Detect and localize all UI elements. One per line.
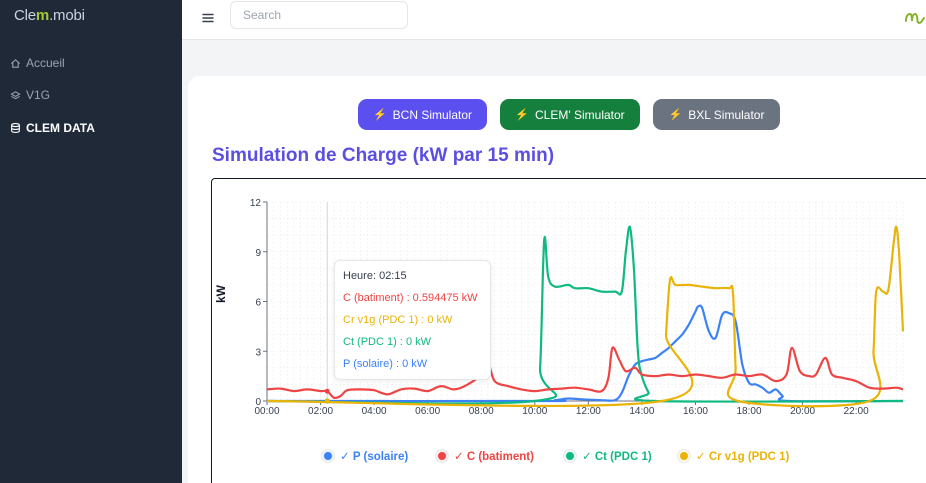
legend-dot [436,450,448,462]
bcn-simulator-button[interactable]: ⚡ BCN Simulator [358,99,487,130]
hover-point-c-batiment [324,388,330,394]
x-tick-label: 16:00 [683,406,708,417]
legend-item-cr-v1g[interactable]: ✓ Cr v1g (PDC 1) [678,447,789,465]
topbar [182,0,926,40]
bolt-icon: ⚡ [668,109,683,121]
sidebar: Clem.mobi Accueil V1G CLEM DATA [0,0,182,483]
legend-dot [564,450,576,462]
brand-suffix: .mobi [49,7,85,24]
legend-dot [322,450,334,462]
y-tick-label: 6 [255,298,261,309]
series-line-ct-pdc-1 [266,225,904,405]
x-tick-label: 08:00 [469,406,494,417]
brand-prefix: Cle [14,7,36,24]
layers-icon [8,88,22,102]
search-input[interactable] [230,1,408,29]
x-tick-label: 14:00 [629,406,654,417]
load-chart[interactable]: 0 3 6 9 12 00:00 02:00 04:00 06:00 08:00 10:00 12:0… [212,179,926,483]
legend-item-c-batiment[interactable]: ✓ C (batiment) [436,447,534,465]
tooltip-c-batiment: C (batiment) : 0.594475 kW [343,292,478,304]
database-icon [8,121,22,135]
legend-item-p-solaire[interactable]: ✓ P (solaire) [322,447,408,465]
sidebar-item-label: CLEM DATA [26,121,95,135]
button-label: BXL Simulator [688,107,765,122]
chart-container: 0 3 6 9 12 00:00 02:00 04:00 06:00 08:00 10:00 12:0… [211,178,926,483]
brand-accent: m [35,7,50,24]
legend-item-ct-pdc[interactable]: ✓ Ct (PDC 1) [564,447,652,465]
x-tick-label: 20:00 [790,406,815,417]
sidebar-item-v1g[interactable]: V1G [8,85,50,105]
x-tick-label: 22:00 [844,406,869,417]
bolt-icon: ⚡ [515,109,530,121]
legend-label: ✓ Cr v1g (PDC 1) [696,451,790,463]
y-tick-label: 0 [255,397,261,408]
series-line-cr-v1g-pdc-1 [266,225,905,408]
sidebar-item-label: V1G [26,88,51,102]
y-tick-label: 9 [255,248,261,259]
y-axis-label: kW [214,284,228,303]
brand-logo[interactable]: Clem.mobi [14,7,85,24]
y-tick-label: 3 [255,347,261,358]
series-line-c-batiment [266,346,904,400]
button-label: CLEM' Simulator [535,107,625,122]
clem-logo-icon [904,6,926,26]
x-tick-label: 04:00 [362,406,387,417]
home-icon [8,56,22,70]
x-tick-label: 18:00 [737,406,762,417]
tooltip-cr-v1g: Cr v1g (PDC 1) : 0 kW [343,314,453,326]
x-tick-label: 02:00 [308,406,333,417]
legend-label: ✓ Ct (PDC 1) [582,451,652,463]
hover-point-cr-v1g-pdc-1 [324,398,330,404]
chart-tooltip: Heure: 02:15 C (batiment) : 0.594475 kW … [334,260,491,380]
legend-label: ✓ P (solaire) [340,451,409,463]
bxl-simulator-button[interactable]: ⚡ BXL Simulator [653,99,780,130]
x-tick-label: 00:00 [254,406,279,417]
sidebar-item-accueil[interactable]: Accueil [8,53,65,73]
legend-dot [678,450,690,462]
menu-toggle-icon[interactable] [200,10,216,26]
legend-label: ✓ C (batiment) [454,451,534,463]
y-tick-label: 12 [250,198,262,209]
bolt-icon: ⚡ [372,109,387,121]
x-tick-label: 06:00 [415,406,440,417]
sidebar-item-label: Accueil [26,56,65,70]
button-label: BCN Simulator [392,107,473,122]
page-title: Simulation de Charge (kW par 15 min) [212,145,555,166]
sidebar-item-clem-data[interactable]: CLEM DATA [8,118,95,138]
tooltip-time: Heure: 02:15 [343,270,407,282]
clem-simulator-button[interactable]: ⚡ CLEM' Simulator [500,99,640,130]
tooltip-p-solaire: P (solaire) : 0 kW [343,358,428,370]
x-tick-label: 10:00 [522,406,547,417]
series-line-p-solaire [266,304,904,403]
tooltip-ct-pdc: Ct (PDC 1) : 0 kW [343,336,432,348]
x-tick-label: 12:00 [576,406,601,417]
